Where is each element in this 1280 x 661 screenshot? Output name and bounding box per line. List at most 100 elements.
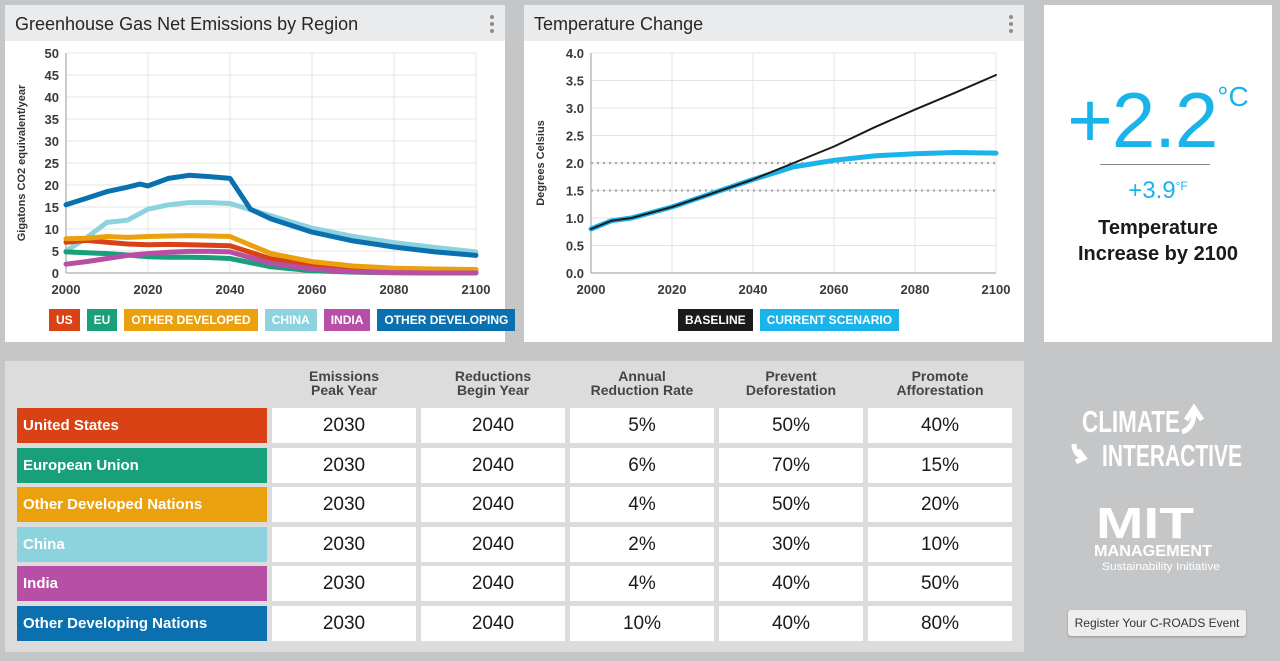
policy-cell[interactable]: 2% bbox=[570, 526, 714, 562]
y-tick-label: 5 bbox=[52, 244, 59, 259]
policy-cell[interactable]: 80% bbox=[868, 605, 1012, 641]
policy-cell[interactable]: 2040 bbox=[421, 566, 565, 601]
region-label: Other Developed Nations bbox=[17, 487, 267, 522]
region-label: European Union bbox=[17, 447, 267, 483]
x-tick-label: 2020 bbox=[658, 282, 687, 297]
policy-cell[interactable]: 2040 bbox=[421, 526, 565, 562]
y-tick-label: 0.0 bbox=[566, 266, 584, 281]
column-header-line: Reductions bbox=[454, 368, 532, 384]
series-line-baseline bbox=[590, 74, 997, 230]
celsius-value: +2.2 bbox=[1067, 76, 1218, 164]
x-tick-label: 2100 bbox=[462, 282, 491, 297]
policy-cell[interactable]: 10% bbox=[868, 526, 1012, 562]
register-event-button[interactable]: Register Your C-ROADS Event bbox=[1068, 610, 1246, 636]
policy-cell[interactable]: 2040 bbox=[421, 447, 565, 483]
y-tick-label: 45 bbox=[45, 68, 59, 83]
mit-logo-line2: Sustainability Initiative bbox=[1102, 561, 1220, 573]
climate-logo-line1: CLIMATE bbox=[1082, 404, 1180, 439]
fahrenheit-value: +3.9 bbox=[1128, 177, 1176, 204]
policy-cell[interactable]: 2040 bbox=[421, 408, 565, 443]
policy-cell[interactable]: 4% bbox=[570, 566, 714, 601]
legend-item-india[interactable]: INDIA bbox=[323, 309, 371, 331]
legend-item-other-developing[interactable]: OTHER DEVELOPING bbox=[377, 309, 516, 331]
policy-cell[interactable]: 40% bbox=[719, 566, 863, 601]
legend-item-other-developed[interactable]: OTHER DEVELOPED bbox=[124, 309, 258, 331]
policy-cell[interactable]: 10% bbox=[570, 605, 714, 641]
y-tick-label: 1.5 bbox=[566, 184, 584, 199]
column-header: Annual Reduction Rate bbox=[570, 369, 714, 397]
y-tick-label: 35 bbox=[45, 112, 59, 127]
temperature-panel: Temperature Change 2000 2020 2040 2060 2080 2… bbox=[524, 5, 1024, 342]
temperature-panel-title: Temperature Change bbox=[534, 14, 704, 34]
series-line-other-developing bbox=[63, 172, 479, 258]
policy-cell[interactable]: 30% bbox=[719, 526, 863, 562]
policy-cell[interactable]: 40% bbox=[719, 605, 863, 641]
x-tick-label: 2060 bbox=[820, 282, 849, 297]
column-header-line: Begin Year bbox=[456, 382, 530, 398]
y-tick-label: 4.0 bbox=[566, 46, 584, 61]
climate-arrow-top-icon bbox=[1181, 403, 1205, 435]
policy-cell[interactable]: 50% bbox=[719, 408, 863, 443]
temperature-panel-header: Temperature Change bbox=[524, 5, 1024, 41]
emissions-menu-icon[interactable] bbox=[487, 15, 497, 33]
x-tick-label: 2000 bbox=[577, 282, 606, 297]
summary-divider bbox=[1100, 164, 1210, 165]
policy-cell[interactable]: 2030 bbox=[272, 526, 416, 562]
policy-cell[interactable]: 2030 bbox=[272, 566, 416, 601]
policy-cell[interactable]: 50% bbox=[868, 566, 1012, 601]
fahrenheit-unit: °F bbox=[1175, 179, 1188, 193]
policy-cell[interactable]: 20% bbox=[868, 487, 1012, 522]
y-tick-label: 10 bbox=[45, 222, 59, 237]
policy-cell[interactable]: 5% bbox=[570, 408, 714, 443]
policy-cell[interactable]: 40% bbox=[868, 408, 1012, 443]
fahrenheit-readout: +3.9°F bbox=[1044, 177, 1272, 205]
x-tick-label: 2040 bbox=[739, 282, 768, 297]
policy-cell[interactable]: 2030 bbox=[272, 487, 416, 522]
celsius-readout: +2.2°C bbox=[1044, 75, 1272, 166]
legend-item-current-scenario[interactable]: CURRENT SCENARIO bbox=[759, 309, 900, 331]
y-tick-label: 3.5 bbox=[566, 74, 584, 89]
y-axis-label: Degrees Celsius bbox=[535, 120, 547, 206]
policy-cell[interactable]: 4% bbox=[570, 487, 714, 522]
mit-logo-line1: MANAGEMENT bbox=[1094, 543, 1212, 560]
column-header: Reductions Begin Year bbox=[421, 369, 565, 397]
column-header: Prevent Deforestation bbox=[719, 369, 863, 397]
mit-logo-mark: MIT bbox=[1096, 499, 1194, 548]
policy-cell[interactable]: 2030 bbox=[272, 447, 416, 483]
region-label: United States bbox=[17, 408, 267, 443]
series-line-china bbox=[63, 200, 479, 255]
column-header: Promote Afforestation bbox=[868, 369, 1012, 397]
column-header-line: Afforestation bbox=[896, 382, 984, 398]
y-tick-label: 25 bbox=[45, 156, 59, 171]
column-header-line: Peak Year bbox=[311, 382, 377, 398]
x-tick-label: 2040 bbox=[216, 282, 245, 297]
emissions-chart: 2000 2020 2040 2060 2080 2100 0 5 10 15 20 25 30 35 40… bbox=[16, 46, 491, 297]
policy-cell[interactable]: 15% bbox=[868, 447, 1012, 483]
policy-cell[interactable]: 70% bbox=[719, 447, 863, 483]
policy-cell[interactable]: 2030 bbox=[272, 408, 416, 443]
climate-arrow-bottom-icon bbox=[1071, 443, 1088, 465]
policy-cell[interactable]: 2040 bbox=[421, 605, 565, 641]
column-header-line: Emissions bbox=[308, 368, 380, 384]
emissions-panel: Greenhouse Gas Net Emissions by Region 2… bbox=[5, 5, 516, 342]
x-tick-label: 2000 bbox=[52, 282, 81, 297]
celsius-unit: °C bbox=[1217, 81, 1249, 112]
y-tick-label: 40 bbox=[45, 90, 59, 105]
legend-item-us[interactable]: US bbox=[49, 309, 80, 331]
policy-cell[interactable]: 2030 bbox=[272, 605, 416, 641]
legend-item-baseline[interactable]: BASELINE bbox=[678, 309, 753, 331]
policy-cell[interactable]: 6% bbox=[570, 447, 714, 483]
temperature-menu-icon[interactable] bbox=[1006, 15, 1016, 33]
legend-item-eu[interactable]: EU bbox=[86, 309, 118, 331]
x-tick-label: 2080 bbox=[901, 282, 930, 297]
column-header-line: Reduction Rate bbox=[590, 382, 694, 398]
legend-item-china[interactable]: CHINA bbox=[264, 309, 317, 331]
x-tick-label: 2100 bbox=[982, 282, 1011, 297]
y-tick-label: 1.0 bbox=[566, 211, 584, 226]
y-tick-label: 2.5 bbox=[566, 129, 584, 144]
summary-panel: +2.2°C +3.9°F Temperature Increase by 21… bbox=[1044, 5, 1272, 342]
column-header: Emissions Peak Year bbox=[272, 369, 416, 397]
x-tick-label: 2080 bbox=[380, 282, 409, 297]
policy-cell[interactable]: 2040 bbox=[421, 487, 565, 522]
policy-cell[interactable]: 50% bbox=[719, 487, 863, 522]
